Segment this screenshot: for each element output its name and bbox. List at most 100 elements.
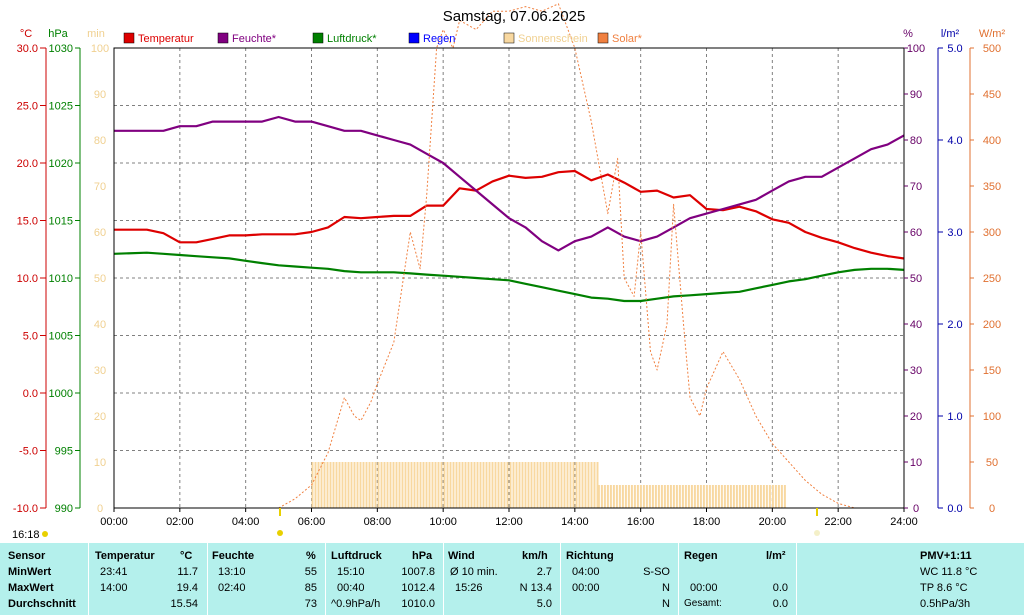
- tick-label-humidity: 60: [910, 227, 922, 239]
- tick-label-solar: 50: [986, 457, 998, 469]
- pressure-3h-trend: 0.5hPa/3h: [920, 598, 971, 610]
- tick-label-solar: 300: [983, 227, 1001, 239]
- sunshine-bar: [497, 462, 500, 508]
- tick-label-pressure: 990: [55, 503, 73, 515]
- sunshine-bar: [404, 462, 407, 508]
- sunshine-bar: [627, 485, 630, 508]
- sunshine-bar: [681, 485, 684, 508]
- tick-label-humidity: 20: [910, 411, 922, 423]
- sunshine-bar: [380, 462, 383, 508]
- sunshine-bar: [431, 462, 434, 508]
- x-tick-label: 02:00: [166, 516, 194, 528]
- pmv-header: PMV+1:11: [920, 550, 972, 562]
- sunshine-bar: [428, 462, 431, 508]
- sunshine-bar: [359, 462, 362, 508]
- humidity-min-time: 13:10: [218, 566, 246, 578]
- humidity-max-time: 02:40: [218, 582, 246, 594]
- tick-label-minutes: 80: [94, 135, 106, 147]
- temp-min-value: 11.7: [177, 566, 198, 578]
- sunshine-bar: [636, 485, 639, 508]
- sunshine-bar: [455, 462, 458, 508]
- tick-label-solar: 500: [983, 43, 1001, 55]
- sunshine-bar: [584, 462, 587, 508]
- rain-total-value: 0.0: [772, 598, 788, 610]
- sunshine-bar: [699, 485, 702, 508]
- tick-label-pressure: 1010: [49, 273, 73, 285]
- tick-label-minutes: 40: [94, 319, 106, 331]
- sunshine-bar: [672, 485, 675, 508]
- x-tick-label: 00:00: [100, 516, 128, 528]
- sunshine-bar: [485, 462, 488, 508]
- x-tick-label: 04:00: [232, 516, 260, 528]
- sunshine-bar: [461, 462, 464, 508]
- sunshine-bar: [777, 485, 780, 508]
- tick-label-minutes: 100: [91, 43, 109, 55]
- pressure-min-value: 1007.8: [401, 566, 435, 578]
- sunshine-bar: [735, 485, 738, 508]
- tick-label-temp: -10.0: [13, 503, 38, 515]
- x-tick-label: 22:00: [824, 516, 852, 528]
- tick-label-humidity: 30: [910, 365, 922, 377]
- sunshine-bar: [434, 462, 437, 508]
- legend-swatch: [597, 32, 609, 44]
- x-tick-label: 06:00: [298, 516, 326, 528]
- sunshine-bar: [660, 485, 663, 508]
- direction-min-time: 04:00: [572, 566, 600, 578]
- sunshine-bar: [314, 462, 317, 508]
- sunshine-bar: [639, 485, 642, 508]
- sunshine-bar: [738, 485, 741, 508]
- sunshine-bar: [356, 462, 359, 508]
- sunshine-bar: [470, 462, 473, 508]
- wind-avg-label: Ø 10 min.: [450, 566, 498, 578]
- tick-label-temp: 15.0: [17, 216, 38, 228]
- sunshine-bar: [711, 485, 714, 508]
- series-line-feuchte: [114, 115, 905, 252]
- chart-title: Samstag, 07.06.2025: [443, 8, 586, 25]
- sunshine-bar: [545, 462, 548, 508]
- sunshine-bar: [446, 462, 449, 508]
- tick-label-minutes: 50: [94, 273, 106, 285]
- wind-header: Wind: [448, 550, 475, 562]
- series-lines: [113, 3, 905, 509]
- humidity-max-value: 85: [304, 582, 317, 594]
- direction-avg-value: N: [662, 598, 670, 610]
- axis-unit-temp: °C: [20, 28, 32, 40]
- series-line-luftdruck: [113, 251, 905, 303]
- tick-label-pressure: 1015: [49, 216, 73, 228]
- axis-unit-minutes: min: [87, 28, 105, 40]
- direction-max-value: N: [662, 582, 670, 594]
- tick-label-pressure: 1030: [49, 43, 73, 55]
- sunshine-bar: [536, 462, 539, 508]
- sunshine-bar: [687, 485, 690, 508]
- sunshine-bar: [341, 462, 344, 508]
- tick-label-humidity: 50: [910, 273, 922, 285]
- sunshine-bar: [768, 485, 771, 508]
- sunshine-bar: [593, 462, 596, 508]
- sunshine-bar: [606, 485, 609, 508]
- sunshine-bar: [587, 462, 590, 508]
- temp-max-value: 19.4: [176, 582, 198, 594]
- temp-header: Temperatur: [95, 550, 155, 562]
- tick-label-solar: 350: [983, 181, 1001, 193]
- sunshine-bar: [518, 462, 521, 508]
- dew-point-value: TP 8.6 °C: [920, 582, 968, 594]
- sensor-header: Sensor: [8, 550, 46, 562]
- tick-label-humidity: 80: [910, 135, 922, 147]
- sunshine-bar: [506, 462, 509, 508]
- tick-label-solar: 100: [983, 411, 1001, 423]
- sunshine-bar: [473, 462, 476, 508]
- sunshine-bar: [669, 485, 672, 508]
- sunshine-bar: [467, 462, 470, 508]
- sunshine-bar: [578, 462, 581, 508]
- pressure-unit: hPa: [412, 550, 433, 562]
- sunshine-bar: [732, 485, 735, 508]
- tick-label-temp: 0.0: [23, 388, 38, 400]
- pressure-max-value: 1012.4: [401, 582, 435, 594]
- sunshine-bar: [401, 462, 404, 508]
- tick-label-humidity: 90: [910, 89, 922, 101]
- temp-min-time: 23:41: [100, 566, 128, 578]
- sunshine-bar: [494, 462, 497, 508]
- sunshine-bar: [756, 485, 759, 508]
- sunshine-bars: [311, 462, 786, 508]
- sunshine-bar: [374, 462, 377, 508]
